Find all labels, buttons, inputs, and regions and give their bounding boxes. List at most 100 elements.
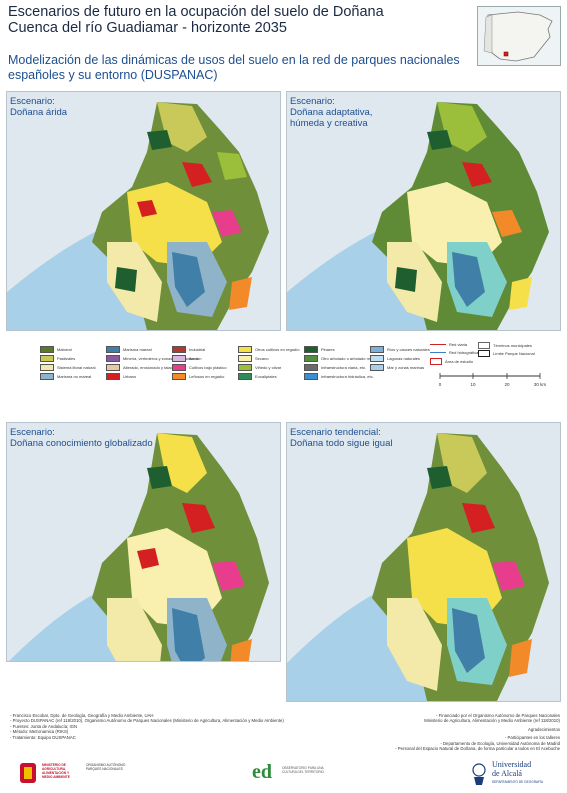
legend-label: Infraestructura hidráulica, etc. [321,374,374,379]
legend-item: Minería, vertederos y zonas en construcc… [106,355,201,362]
legend-item: Infraestructura hidráulica, etc. [304,373,374,380]
legend-label: Mar y zonas marinas [387,365,425,370]
legend-swatch [304,355,318,362]
park-boundary-icon [478,350,490,357]
scale-label-0: 0 [439,382,442,387]
legend-item: Alterado, erosionado y talado [106,364,175,371]
legend-label: Arroz [189,356,199,361]
subtitle-line-2: españoles y su entorno (DUSPANAC) [8,68,218,82]
legend-swatch [40,364,54,371]
panel-label-tendencial: Escenario tendencial: Doñana todo sigue … [290,427,393,449]
line-legend: Red viaria Red hidrográfica Área de estu… [430,340,550,400]
legend-item: Cultivos bajo plástico [172,364,227,371]
legend-item: Secano [238,355,269,362]
land-use-map-adaptativa [287,92,560,330]
spain-location-inset [477,6,561,66]
university-crest-icon [472,763,486,785]
legend-swatch [106,355,120,362]
legend-swatch [370,346,384,353]
municipal-boundary-icon [478,342,490,349]
poster-title: Escenarios de futuro en la ocupación del… [8,4,384,36]
panel-label-arida: Escenario: Doñana árida [10,96,68,118]
spain-outline-icon [478,7,560,65]
legend-swatch [172,355,186,362]
scale-label-30: 30 km [534,382,547,387]
legend-label: Infraestructura viaria, etc. [321,365,367,370]
legend-swatch [106,364,120,371]
legend-label: Cultivos bajo plástico [189,365,227,370]
legend-swatch [40,373,54,380]
map-panel-tendencial[interactable]: Escenario tendencial: Doñana todo sigue … [286,422,561,702]
river-line-icon [430,352,446,353]
coat-of-arms-icon [20,763,36,783]
legend-item: Matorral [40,346,72,353]
legend-swatch [304,346,318,353]
scale-label-10: 10 [470,382,476,387]
scale-label-20: 20 [504,382,510,387]
legend-swatch [238,364,252,371]
legend-label: Lagunas naturales [387,356,420,361]
legend-swatch [40,355,54,362]
legend-item: Viñedo y olivar [238,364,281,371]
legend-item: Arroz [172,355,199,362]
legend-item: Sistema litoral natural [40,364,95,371]
title-line-2: Cuenca del río Guadiamar - horizonte 203… [8,20,287,36]
legend-swatch [238,346,252,353]
legend-terminos-municipales: Términos municipales [478,342,532,349]
map-panel-adaptativa[interactable]: Escenario: Doñana adaptativa, húmeda y c… [286,91,561,331]
ministerio-logo[interactable]: MINISTERIO DE AGRICULTURA, ALIMENTACIÓN … [18,761,128,787]
legend-label: Pastizales [57,356,76,361]
land-use-legend: Matorral Pastizales Sistema litoral natura… [40,346,440,398]
legend-label: Ríos y cauces naturales [387,347,430,352]
road-line-icon [430,344,446,345]
poster-subtitle: Modelización de las dinámicas de usos de… [8,53,460,83]
legend-label: Marisma mareal [123,347,152,352]
legend-swatch [40,346,54,353]
legend-swatch [238,373,252,380]
legend-swatch [106,373,120,380]
legend-swatch [172,364,186,371]
universidad-alcala-logo[interactable]: Universidad de Alcalá DEPARTAMENTO DE GE… [470,759,560,789]
legend-item: Urbano [106,373,136,380]
legend-label: Industrial [189,347,206,352]
legend-line-red-hidrografica: Red hidrográfica [430,350,478,355]
legend-item: Infraestructura viaria, etc. [304,364,366,371]
ed-logo-mark: ed [252,761,272,783]
legend-label: Matorral [57,347,72,352]
legend-item: Otro arbolado o arbolado mixto [304,355,376,362]
panel-label-conocimiento: Escenario: Doñana conocimiento globaliza… [10,427,153,449]
credits-left: - Francisco Escobar, Dpto. de Geología, … [10,713,284,740]
legend-item: Industrial [172,346,205,353]
legend-label: Pinares [321,347,335,352]
subtitle-line-1: Modelización de las dinámicas de usos de… [8,53,460,67]
legend-line-red-viaria: Red viaria [430,342,467,347]
study-area-icon [430,358,442,365]
map-panel-conocimiento-globalizado[interactable]: Escenario: Doñana conocimiento globaliza… [6,422,281,662]
legend-item: Marisma no mareal [40,373,91,380]
land-use-map-arida [7,92,280,330]
title-line-1: Escenarios de futuro en la ocupación del… [8,4,384,20]
legend-swatch [172,346,186,353]
land-use-map-tendencial [287,423,560,701]
land-use-map-conocimiento [7,423,280,661]
legend-swatch [172,373,186,380]
legend-swatch [106,346,120,353]
legend-swatch [238,355,252,362]
legend-swatch [370,364,384,371]
legend-label: Leñosos en regadío [189,374,225,379]
legend-swatch [304,373,318,380]
map-panel-arida[interactable]: Escenario: Doñana árida [6,91,281,331]
legend-label: Alterado, erosionado y talado [123,365,176,370]
legend-item: Pastizales [40,355,75,362]
legend-label: Sistema litoral natural [57,365,96,370]
observatorio-logo[interactable]: ed OBSERVATORIO PARA UNA CULTURA DEL TER… [252,761,325,783]
legend-item: Pinares [304,346,335,353]
legend-item: Ríos y cauces naturales [370,346,430,353]
legend-label: Marisma no mareal [57,374,92,379]
legend-label: Otro arbolado o arbolado mixto [321,356,377,361]
legend-label: Otros cultivos en regadío [255,347,300,352]
legend-label: Viñedo y olivar [255,365,282,370]
legend-item: Otros cultivos en regadío [238,346,299,353]
panel-label-adaptativa: Escenario: Doñana adaptativa, húmeda y c… [290,96,373,129]
legend-label: Secano [255,356,269,361]
